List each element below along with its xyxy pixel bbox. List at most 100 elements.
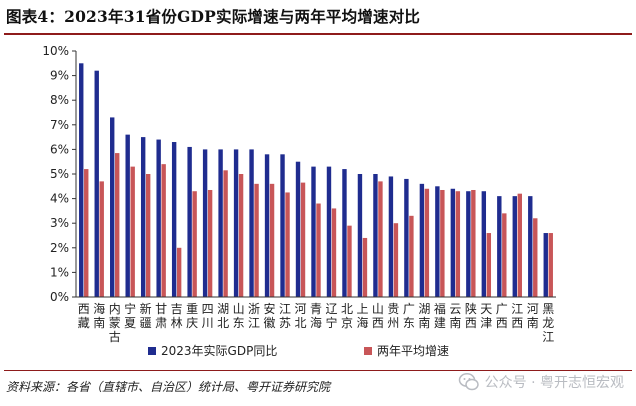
bar-two-year-avg-山东 <box>238 174 244 297</box>
x-tick-label: 河南 <box>527 302 539 330</box>
bar-gdp-yoy-江西 <box>512 196 517 297</box>
x-tick-label: 湖北 <box>217 301 229 330</box>
page-title: 图表4：2023年31省份GDP实际增速与两年平均增速对比 <box>6 7 421 26</box>
x-tick-label: 山东 <box>233 302 245 330</box>
bar-gdp-yoy-海南 <box>94 70 99 298</box>
x-tick-label: 新疆 <box>140 301 152 330</box>
bar-two-year-avg-甘肃 <box>161 164 166 297</box>
bar-two-year-avg-河南 <box>533 218 538 297</box>
x-tick-label: 北京 <box>341 302 353 330</box>
x-tick-label: 宁夏 <box>124 301 136 330</box>
bar-two-year-avg-广西 <box>502 213 507 297</box>
legend-label: 两年平均增速 <box>377 344 449 358</box>
x-tick-label: 浙江 <box>248 302 260 330</box>
bar-two-year-avg-西藏 <box>84 169 89 297</box>
bar-gdp-yoy-上海 <box>357 174 363 297</box>
bar-two-year-avg-北京 <box>347 225 352 297</box>
bar-gdp-yoy-云南 <box>450 188 456 297</box>
legend: 2023年实际GDP同比 两年平均增速 <box>148 343 449 358</box>
bar-two-year-avg-新疆 <box>145 174 151 297</box>
bar-gdp-yoy-新疆 <box>140 137 146 297</box>
series-two-year-avg-bars <box>84 153 553 297</box>
bar-gdp-yoy-福建 <box>435 186 440 297</box>
bar-gdp-yoy-浙江 <box>249 149 254 297</box>
bar-two-year-avg-宁夏 <box>130 166 135 297</box>
bar-two-year-avg-内蒙古 <box>115 153 120 297</box>
bar-gdp-yoy-山东 <box>233 149 239 297</box>
x-tick-label: 广西 <box>496 302 508 330</box>
y-tick-label: 8% <box>50 93 69 107</box>
y-tick-label: 0% <box>50 290 69 304</box>
y-tick-label: 9% <box>50 69 69 83</box>
bar-two-year-avg-四川 <box>207 189 213 297</box>
bar-chart: 0% 1% 2% 3% 4% 5% 6% 7% 8% 9% 10% 西藏海南内蒙古宁夏新疆甘肃吉林重… <box>42 44 556 358</box>
bar-two-year-avg-广东 <box>409 215 414 297</box>
bar-gdp-yoy-陕西 <box>466 191 471 297</box>
bar-gdp-yoy-吉林 <box>171 142 177 297</box>
bar-gdp-yoy-黑龙江 <box>543 233 548 297</box>
series-gdp-yoy-bars <box>79 63 548 298</box>
y-tick-label: 10% <box>42 44 69 58</box>
bar-gdp-yoy-内蒙古 <box>110 117 115 297</box>
x-tick-label: 安徽 <box>264 301 276 330</box>
y-axis: 0% 1% 2% 3% 4% 5% 6% 7% 8% 9% 10% <box>42 44 77 304</box>
bar-two-year-avg-江西 <box>517 193 522 297</box>
bar-two-year-avg-贵州 <box>393 223 399 297</box>
bar-gdp-yoy-青海 <box>311 166 316 297</box>
wechat-icon <box>458 373 479 391</box>
bar-gdp-yoy-安徽 <box>264 154 270 297</box>
bar-gdp-yoy-江苏 <box>280 154 285 297</box>
bar-gdp-yoy-广西 <box>497 196 502 297</box>
bar-two-year-avg-安徽 <box>269 183 275 297</box>
bar-gdp-yoy-辽宁 <box>326 166 332 297</box>
x-tick-label: 河北 <box>295 302 307 330</box>
x-tick-label: 山西 <box>372 302 384 330</box>
x-tick-label: 内蒙古 <box>109 302 121 344</box>
bar-gdp-yoy-贵州 <box>388 176 394 297</box>
x-tick-label: 吉林 <box>171 302 183 330</box>
bar-gdp-yoy-河南 <box>528 196 533 297</box>
watermark: 公众号 · 粤开志恒宏观 <box>458 371 624 393</box>
bar-gdp-yoy-河北 <box>295 161 301 297</box>
y-tick-label: 2% <box>50 241 69 255</box>
bar-two-year-avg-湖北 <box>223 170 228 297</box>
x-tick-label: 江西 <box>511 302 523 330</box>
bar-gdp-yoy-重庆 <box>187 146 192 297</box>
footer-divider <box>4 370 632 371</box>
x-tick-label: 上海 <box>356 302 368 330</box>
y-tick-label: 5% <box>50 167 69 181</box>
bar-two-year-avg-陕西 <box>471 189 476 297</box>
y-tick-label: 1% <box>50 265 69 279</box>
x-tick-label: 四川 <box>202 302 214 330</box>
x-tick-label: 福建 <box>434 301 446 330</box>
title-divider <box>4 33 632 35</box>
bar-two-year-avg-天津 <box>486 233 492 297</box>
x-tick-label: 贵州 <box>387 302 399 330</box>
bar-two-year-avg-浙江 <box>254 183 259 297</box>
bar-gdp-yoy-天津 <box>481 191 487 297</box>
bar-gdp-yoy-北京 <box>342 169 347 297</box>
bar-gdp-yoy-西藏 <box>79 63 84 297</box>
x-tick-label: 天津 <box>480 302 492 330</box>
bar-two-year-avg-湖南 <box>424 188 430 297</box>
x-tick-label: 海南 <box>93 301 105 330</box>
bar-two-year-avg-海南 <box>99 181 104 297</box>
bar-two-year-avg-山西 <box>378 181 383 297</box>
y-tick-label: 7% <box>50 118 69 132</box>
y-tick-label: 4% <box>50 192 69 206</box>
bar-two-year-avg-黑龙江 <box>548 233 553 297</box>
bar-gdp-yoy-宁夏 <box>125 134 130 297</box>
x-tick-label: 甘肃 <box>155 302 167 330</box>
y-tick-label: 6% <box>50 142 69 156</box>
x-tick-label: 重庆 <box>186 302 198 330</box>
x-axis: 西藏海南内蒙古宁夏新疆甘肃吉林重庆四川湖北山东浙江安徽江苏河北青海辽宁北京上海山… <box>76 296 556 344</box>
x-tick-label: 广东 <box>403 302 415 330</box>
bar-two-year-avg-河北 <box>300 182 306 297</box>
bar-two-year-avg-重庆 <box>192 191 197 297</box>
watermark-text: 公众号 · 粤开志恒宏观 <box>484 375 624 391</box>
bar-two-year-avg-吉林 <box>176 247 182 297</box>
bar-gdp-yoy-湖南 <box>419 183 425 297</box>
bar-gdp-yoy-山西 <box>373 174 378 297</box>
x-tick-label: 青海 <box>310 302 322 330</box>
bar-gdp-yoy-甘肃 <box>156 139 161 297</box>
